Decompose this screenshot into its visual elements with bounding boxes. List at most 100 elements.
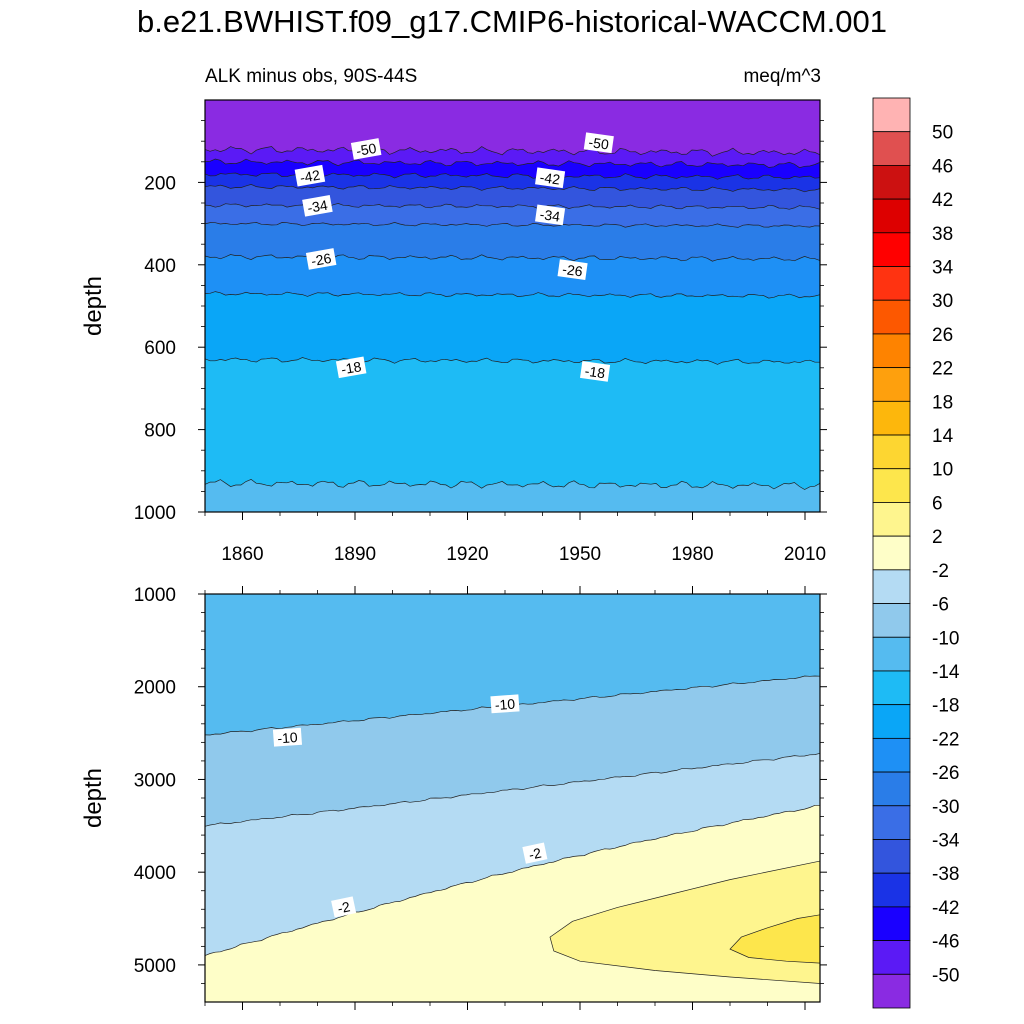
colorbar-box-17 — [872, 670, 911, 706]
upper-contour-label-box-1 — [583, 132, 614, 154]
upper-contour-label-box-8 — [335, 356, 367, 379]
colorbar-box-4 — [872, 232, 911, 267]
lower-contour-label-box-3 — [522, 842, 548, 864]
lower-contour-label-text-1: -10 — [494, 696, 516, 713]
colorbar-box-26 — [872, 973, 911, 1009]
lower-ytick-label-5000: 5000 — [134, 956, 176, 977]
colorbar-label-15: -10 — [932, 628, 959, 649]
chart-title: b.e21.BWHIST.f09_g17.CMIP6-historical-WA… — [136, 4, 887, 39]
lower-panel: -10 -10 -2 -2 — [204, 593, 821, 1003]
colorbar-label-22: -38 — [932, 864, 959, 885]
colorbar-label-21: -34 — [932, 831, 960, 852]
colorbar-box-12 — [872, 502, 911, 537]
upper-contour-label-box-0 — [350, 138, 382, 160]
colorbar-box-16 — [872, 636, 911, 672]
upper-contour-label-8: -18 — [335, 356, 367, 379]
upper-contour-line--30 — [204, 222, 821, 228]
lower-contour-label-box-2 — [331, 896, 357, 918]
colorbar-label-23: -42 — [932, 898, 959, 919]
upper-ytick-label-1000: 1000 — [134, 503, 176, 524]
colorbar-box-5 — [872, 266, 911, 301]
colorbar-box-25 — [872, 940, 911, 975]
upper-contour-label-box-6 — [305, 248, 337, 270]
lower-contour-label-box-0 — [272, 727, 303, 747]
colorbar-label-9: 14 — [932, 426, 954, 447]
upper-contour-label-4: -34 — [302, 195, 333, 217]
colorbar-label-20: -30 — [932, 797, 959, 818]
colorbar-box-0 — [872, 97, 911, 133]
upper-contour-label-box-2 — [294, 164, 326, 187]
colorbar-box-19 — [872, 737, 911, 773]
colorbar-label-10: 10 — [932, 460, 953, 481]
lower-ytick-label-3000: 3000 — [134, 770, 176, 791]
colorbar-label-12: 2 — [932, 527, 943, 548]
colorbar-label-17: -18 — [932, 696, 959, 717]
colorbar-box-9 — [872, 400, 911, 436]
colorbar-box-21 — [872, 805, 911, 840]
lower-region-6 — [729, 914, 821, 964]
colorbar-box-15 — [872, 603, 911, 638]
upper-contour-line--22 — [204, 291, 821, 299]
colorbar-label-14: -6 — [932, 595, 949, 616]
upper-contour-label-text-7: -26 — [561, 261, 583, 280]
lower-ytick-label-1000: 1000 — [134, 585, 176, 606]
colorbar-label-7: 22 — [932, 359, 953, 380]
upper-xtick-label-1890: 1890 — [334, 544, 376, 565]
colorbar-label-19: -26 — [932, 763, 959, 784]
upper-contour-line--50 — [204, 146, 821, 157]
colorbar-box-11 — [872, 468, 911, 503]
upper-panel: -50 -50 -42 -42 -34 -34 -26 -26 -18 -18 — [204, 99, 821, 513]
colorbar-label-0: 50 — [932, 123, 953, 144]
upper-contour-label-text-4: -34 — [306, 197, 329, 216]
upper-ytick-label-800: 800 — [144, 421, 176, 442]
upper-contour-label-3: -42 — [535, 167, 566, 189]
upper-ytick-label-200: 200 — [144, 173, 176, 194]
colorbar-label-1: 46 — [932, 156, 953, 177]
colorbar-box-8 — [872, 367, 911, 402]
colorbar-box-23 — [872, 872, 911, 908]
colorbar-label-6: 26 — [932, 325, 953, 346]
colorbar-box-10 — [872, 434, 911, 470]
colorbar-box-20 — [872, 771, 911, 807]
upper-contour-label-text-3: -42 — [539, 169, 561, 188]
colorbar-box-3 — [872, 198, 911, 234]
upper-ylabel: depth — [80, 276, 107, 336]
colorbar-label-5: 30 — [932, 291, 953, 312]
upper-xtick-label-1950: 1950 — [559, 544, 601, 565]
upper-contour-label-9: -18 — [580, 361, 611, 382]
colorbar-label-18: -22 — [932, 729, 959, 750]
colorbar: 50 46 42 38 34 30 26 22 18 14 10 6 2 -2 -6 -10 -14 -18 -22… — [872, 97, 960, 1009]
upper-contour-label-7: -26 — [557, 259, 588, 281]
upper-contour-label-text-9: -18 — [584, 363, 606, 382]
upper-contour-label-text-1: -50 — [588, 134, 610, 153]
colorbar-label-13: -2 — [932, 561, 949, 582]
colorbar-label-8: 18 — [932, 392, 953, 413]
upper-contour-label-box-9 — [580, 361, 611, 382]
upper-contour-line--38 — [204, 184, 821, 193]
colorbar-box-6 — [872, 299, 911, 335]
upper-contour-label-1: -50 — [583, 132, 614, 154]
lower-contour-label-text-2: -2 — [336, 898, 352, 916]
colorbar-box-7 — [872, 333, 911, 369]
upper-contour-label-0: -50 — [350, 138, 382, 160]
colorbar-label-4: 34 — [932, 258, 954, 279]
upper-contour-label-text-0: -50 — [355, 140, 378, 159]
upper-contour-label-text-5: -34 — [539, 206, 561, 225]
upper-contour-label-text-6: -26 — [310, 250, 333, 269]
colorbar-box-13 — [872, 535, 911, 571]
colorbar-box-2 — [872, 165, 911, 200]
lower-contour-label-2: -2 — [331, 896, 357, 918]
subtitle-left: ALK minus obs, 90S-44S — [205, 66, 418, 87]
lower-region--10 — [205, 594, 820, 735]
colorbar-label-3: 38 — [932, 224, 953, 245]
upper-contour-label-box-7 — [557, 259, 588, 281]
upper-contour-label-box-3 — [535, 167, 566, 189]
upper-xtick-label-1920: 1920 — [446, 544, 488, 565]
upper-contour-label-6: -26 — [305, 248, 337, 270]
upper-ytick-label-400: 400 — [144, 256, 176, 277]
colorbar-label-11: 6 — [932, 493, 943, 514]
upper-xtick-label-1860: 1860 — [221, 544, 263, 565]
lower-contour-label-0: -10 — [272, 727, 303, 747]
lower-contour-line--6 — [204, 752, 821, 827]
